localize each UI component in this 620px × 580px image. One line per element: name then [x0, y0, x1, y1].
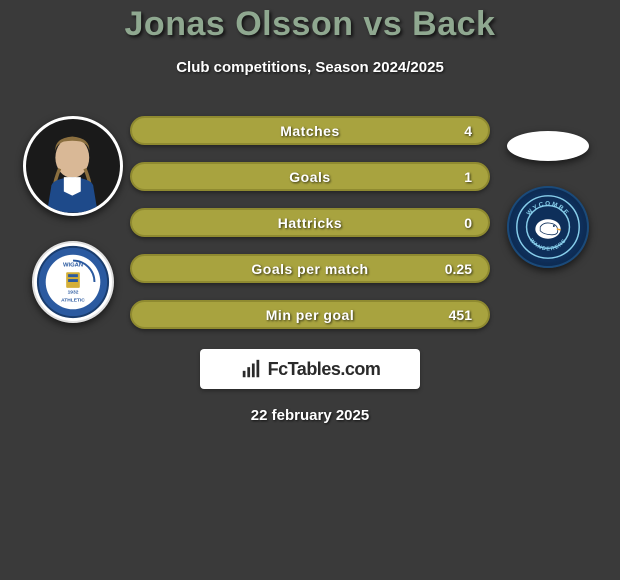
stat-bar-gpm: Goals per match 0.25 [130, 254, 490, 283]
stat-value: 4 [464, 123, 472, 139]
player-left-avatar [23, 116, 123, 216]
stat-label: Goals [289, 169, 330, 185]
stats-column: Matches 4 Goals 1 Hattricks 0 Goals per … [130, 116, 490, 329]
page-title: Jonas Olsson vs Back [0, 5, 620, 44]
left-column: WIGAN ATHLETIC 1932 [15, 116, 130, 323]
player-silhouette-icon [30, 128, 115, 213]
stat-bar-hattricks: Hattricks 0 [130, 208, 490, 237]
stat-label: Min per goal [266, 307, 354, 323]
stat-label: Matches [280, 123, 340, 139]
club-logo-wycombe: WYCOMBE WANDERERS [507, 186, 589, 268]
stat-bar-matches: Matches 4 [130, 116, 490, 145]
club-logo-wigan: WIGAN ATHLETIC 1932 [32, 241, 114, 323]
branding-text: FcTables.com [268, 359, 381, 380]
player-right-placeholder [507, 131, 589, 161]
stat-value: 1 [464, 169, 472, 185]
wigan-crest-icon: WIGAN ATHLETIC 1932 [34, 243, 112, 321]
stat-label: Goals per match [251, 261, 368, 277]
stat-label: Hattricks [278, 215, 342, 231]
infographic-container: Jonas Olsson vs Back Club competitions, … [0, 0, 620, 424]
stat-value: 0 [464, 215, 472, 231]
branding-box: FcTables.com [200, 349, 420, 389]
stat-value: 0.25 [445, 261, 472, 277]
wycombe-crest-icon: WYCOMBE WANDERERS [509, 188, 587, 266]
right-column: WYCOMBE WANDERERS [490, 116, 605, 268]
main-row: WIGAN ATHLETIC 1932 Matches 4 Goals 1 Ha… [0, 116, 620, 329]
footer-date: 22 february 2025 [0, 407, 620, 424]
svg-text:WIGAN: WIGAN [62, 262, 82, 268]
svg-text:ATHLETIC: ATHLETIC [61, 298, 85, 304]
svg-text:1932: 1932 [67, 290, 78, 296]
stat-bar-goals: Goals 1 [130, 162, 490, 191]
subtitle: Club competitions, Season 2024/2025 [0, 59, 620, 76]
stat-bar-mpg: Min per goal 451 [130, 300, 490, 329]
stat-value: 451 [449, 307, 472, 323]
chart-icon [240, 358, 262, 380]
